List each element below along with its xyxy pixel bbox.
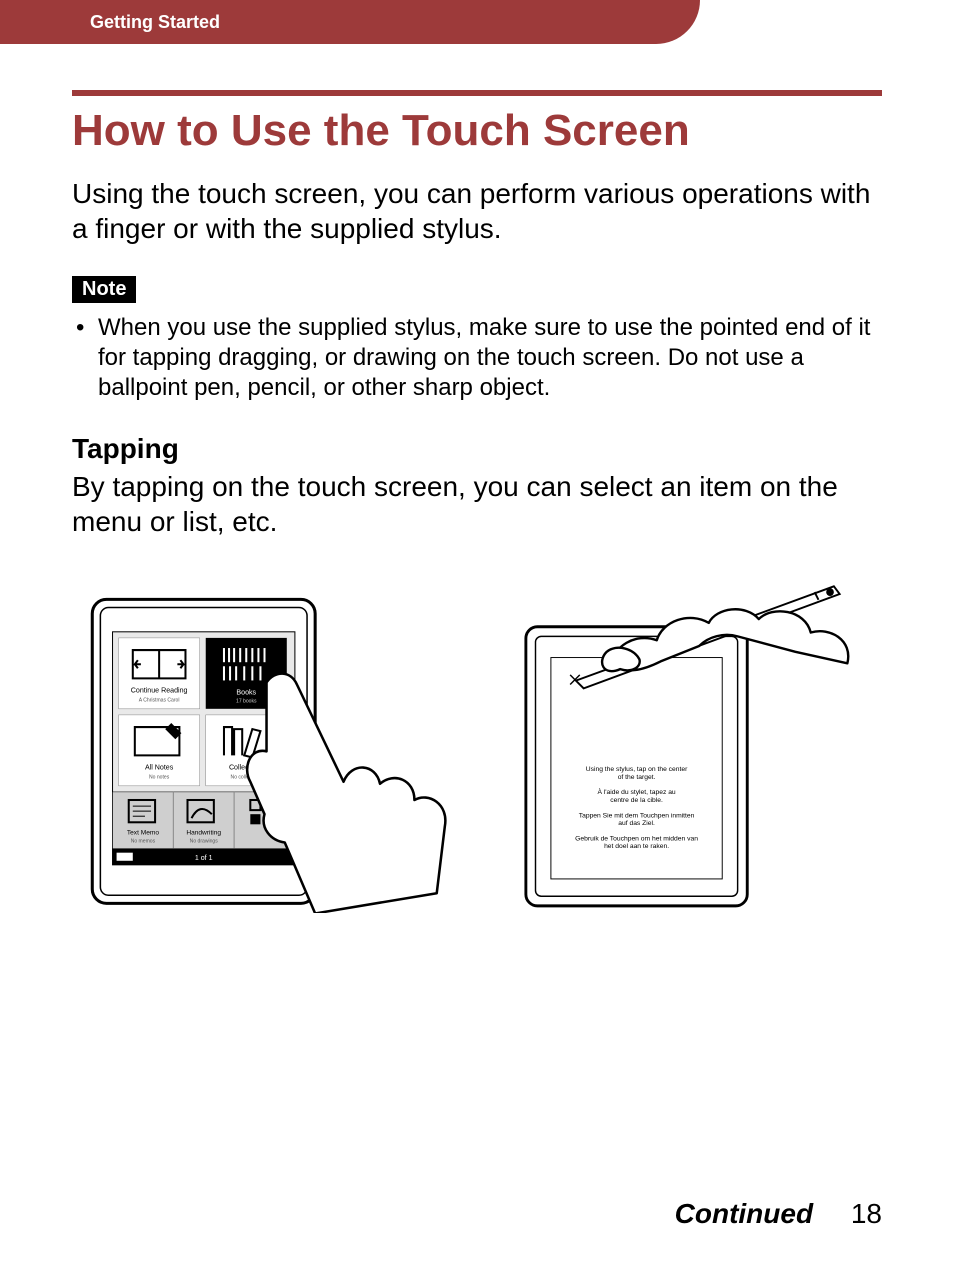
page-title: How to Use the Touch Screen — [72, 106, 882, 156]
grid-item-sub: No notes — [149, 775, 170, 781]
grid-item-sub: A Christmas Carol — [139, 698, 180, 704]
bottom-item-title: Handwriting — [186, 829, 221, 836]
calib-line: À l'aide du stylet, tapez au — [597, 787, 675, 796]
illustration-stylus-tap: Using the stylus, tap on the center of t… — [497, 569, 882, 921]
section-header-label: Getting Started — [90, 12, 220, 33]
continued-label: Continued — [675, 1198, 813, 1229]
calib-line: centre de la cible. — [610, 797, 663, 804]
intro-paragraph: Using the touch screen, you can perform … — [72, 176, 882, 246]
bottom-item-sub: No memos — [131, 839, 156, 845]
illustration-finger-tap: Continue Reading A Christmas Carol — [72, 569, 457, 921]
bottom-item-title: Text Memo — [127, 829, 160, 836]
calib-line: auf das Ziel. — [618, 820, 655, 827]
calib-line: Tappen Sie mit dem Touchpen inmitten — [579, 812, 695, 819]
calib-line: Gebruik de Touchpen om het midden van — [575, 835, 698, 842]
page-number: 18 — [851, 1198, 882, 1229]
title-rule — [72, 90, 882, 96]
grid-item-title: Books — [236, 689, 256, 697]
note-body: When you use the supplied stylus, make s… — [72, 313, 882, 403]
bottom-item-sub: No drawings — [190, 839, 219, 845]
grid-item-title: Continue Reading — [131, 687, 188, 695]
section-header: Getting Started — [0, 0, 700, 44]
screen-footer: 1 of 1 — [195, 854, 213, 862]
grid-item-title: All Notes — [145, 764, 174, 772]
note-label: Note — [72, 276, 136, 303]
page-footer: Continued 18 — [675, 1198, 882, 1230]
calib-line: Using the stylus, tap on the center — [586, 766, 688, 773]
tapping-body: By tapping on the touch screen, you can … — [72, 469, 882, 539]
grid-item-sub: 17 books — [236, 699, 257, 705]
calib-line: of the target. — [618, 774, 656, 781]
calib-line: het doel aan te raken. — [604, 843, 669, 850]
tapping-heading: Tapping — [72, 433, 882, 465]
